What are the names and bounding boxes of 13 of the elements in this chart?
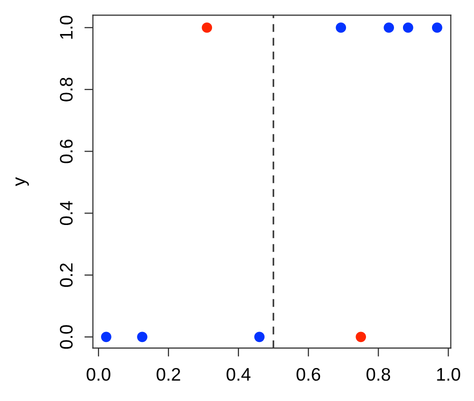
x-tick-label: 0.6 (296, 368, 320, 381)
x-tick-label: 0.4 (226, 368, 250, 381)
x-tick-label: 0.8 (366, 368, 390, 381)
y-tick-label: 0.6 (60, 140, 73, 164)
y-tick-label: 0.8 (60, 78, 73, 102)
x-tick-label: 0.2 (156, 368, 180, 381)
y-tick-label: 0.4 (60, 201, 73, 226)
y-axis-title: y (16, 177, 29, 186)
x-tick-label: 0.0 (86, 368, 110, 381)
y-tick-label: 1.0 (60, 16, 73, 39)
x-tick-label: 1.0 (437, 368, 460, 381)
y-tick-label: 0.2 (60, 263, 73, 287)
y-tick-label: 0.0 (60, 325, 73, 349)
